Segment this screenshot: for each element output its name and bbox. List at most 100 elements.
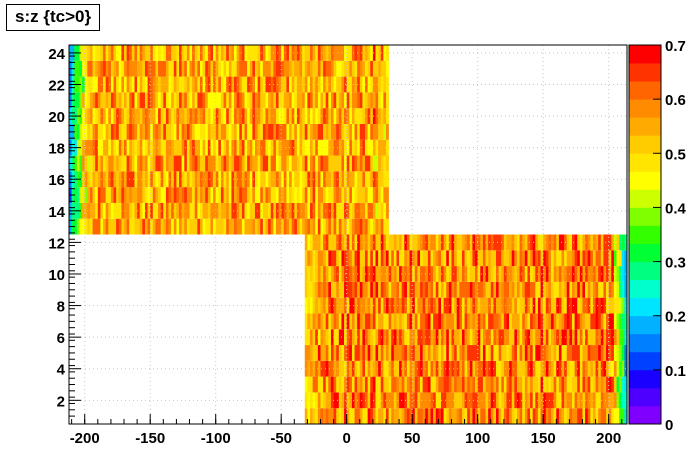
heatmap-cell-r1 bbox=[600, 408, 604, 424]
heatmap-cell-r1 bbox=[509, 250, 513, 267]
heatmap-cell-r1 bbox=[312, 345, 316, 361]
heatmap-cell-r0 bbox=[268, 123, 272, 140]
heatmap-cell-r0 bbox=[307, 139, 311, 156]
heatmap-cell-r1 bbox=[459, 345, 463, 361]
heatmap-cell-r0 bbox=[328, 187, 332, 203]
heatmap-cell-r1 bbox=[566, 376, 570, 393]
heatmap-cell-r1 bbox=[417, 329, 421, 346]
heatmap-cell-r0 bbox=[213, 92, 216, 109]
heatmap-cell-r1 bbox=[506, 281, 510, 298]
heatmap-cell-r0 bbox=[228, 92, 232, 109]
heatmap-cell-r0 bbox=[270, 76, 274, 93]
heatmap-cell-r1 bbox=[320, 281, 324, 298]
heatmap-cell-r0 bbox=[158, 76, 161, 93]
heatmap-cell-r1 bbox=[333, 345, 337, 361]
heatmap-cell-r0 bbox=[273, 218, 277, 235]
heatmap-cell-r1 bbox=[545, 313, 549, 330]
heatmap-cell-r1 bbox=[365, 250, 368, 267]
heatmap-cell-r0 bbox=[181, 187, 185, 203]
heatmap-cell-r0 bbox=[87, 60, 91, 77]
heatmap-cell-r0 bbox=[137, 92, 141, 109]
heatmap-cell-r1 bbox=[438, 376, 442, 393]
heatmap-cell-r1 bbox=[619, 329, 623, 346]
heatmap-cell-r0 bbox=[294, 171, 298, 188]
heatmap-cell-r0 bbox=[257, 139, 261, 156]
heatmap-cell-r0 bbox=[173, 92, 177, 109]
heatmap-cell-r0 bbox=[289, 108, 292, 124]
heatmap-cell-r1 bbox=[540, 234, 544, 251]
heatmap-cell-r0 bbox=[299, 123, 303, 140]
heatmap-cell-r1 bbox=[569, 376, 573, 393]
heatmap-cell-r0 bbox=[273, 76, 277, 93]
heatmap-cell-r0 bbox=[110, 45, 114, 61]
heatmap-cell-r1 bbox=[477, 392, 481, 409]
heatmap-cell-r0 bbox=[341, 202, 345, 219]
heatmap-cell-r0 bbox=[328, 92, 332, 109]
heatmap-cell-r0 bbox=[97, 45, 101, 61]
heatmap-cell-r0 bbox=[357, 92, 361, 109]
heatmap-cell-r0 bbox=[202, 155, 206, 172]
heatmap-cell-r0 bbox=[380, 92, 384, 109]
heatmap-cell-r0 bbox=[231, 108, 235, 124]
heatmap-cell-r1 bbox=[380, 266, 384, 282]
heatmap-cell-r1 bbox=[524, 360, 528, 377]
heatmap-cell-r1 bbox=[464, 345, 468, 361]
heatmap-cell-r0 bbox=[333, 76, 337, 93]
heatmap-cell-r1 bbox=[469, 297, 473, 314]
heatmap-cell-r1 bbox=[338, 250, 342, 267]
heatmap-cell-r0 bbox=[302, 202, 306, 219]
heatmap-cell-r0 bbox=[312, 92, 316, 109]
heatmap-cell-r0 bbox=[375, 202, 379, 219]
heatmap-cell-r0 bbox=[126, 171, 130, 188]
heatmap-cell-r0 bbox=[325, 108, 329, 124]
heatmap-cell-r1 bbox=[341, 408, 345, 424]
heatmap-cell-r1 bbox=[480, 313, 484, 330]
heatmap-cell-r1 bbox=[519, 250, 523, 267]
heatmap-cell-r0 bbox=[367, 92, 371, 109]
heatmap-cell-r0 bbox=[323, 123, 327, 140]
heatmap-cell-r0 bbox=[236, 108, 240, 124]
heatmap-cell-r1 bbox=[592, 360, 596, 377]
heatmap-cell-r1 bbox=[501, 329, 505, 346]
heatmap-cell-r1 bbox=[566, 329, 570, 346]
heatmap-cell-r1 bbox=[459, 281, 463, 298]
heatmap-cell-r0 bbox=[144, 218, 148, 235]
heatmap-cell-r0 bbox=[100, 187, 104, 203]
heatmap-cell-r1 bbox=[430, 408, 434, 424]
heatmap-cell-r1 bbox=[380, 329, 384, 346]
heatmap-cell-r0 bbox=[257, 60, 261, 77]
heatmap-cell-r0 bbox=[252, 187, 256, 203]
heatmap-cell-r1 bbox=[514, 250, 518, 267]
heatmap-cell-r1 bbox=[433, 313, 437, 330]
heatmap-cell-r0 bbox=[255, 123, 258, 140]
heatmap-cell-r0 bbox=[210, 155, 214, 172]
heatmap-cell-r1 bbox=[592, 234, 596, 251]
heatmap-cell-r0 bbox=[249, 171, 253, 188]
heatmap-cell-r1 bbox=[482, 250, 486, 267]
heatmap-cell-r1 bbox=[522, 266, 526, 282]
heatmap-cell-r0 bbox=[296, 92, 300, 109]
heatmap-cell-r0 bbox=[158, 45, 161, 61]
heatmap-cell-r1 bbox=[619, 360, 623, 377]
heatmap-cell-r0 bbox=[294, 155, 298, 172]
heatmap-cell-r1 bbox=[367, 250, 371, 267]
heatmap-cell-r1 bbox=[485, 297, 489, 314]
heatmap-cell-r1 bbox=[451, 376, 455, 393]
heatmap-cell-r1 bbox=[441, 234, 444, 251]
heatmap-cell-r1 bbox=[370, 408, 374, 424]
heatmap-cell-r0 bbox=[257, 108, 261, 124]
heatmap-cell-r1 bbox=[354, 313, 358, 330]
heatmap-cell-r1 bbox=[530, 281, 533, 298]
heatmap-cell-r0 bbox=[210, 187, 214, 203]
heatmap-cell-r0 bbox=[372, 108, 376, 124]
heatmap-cell-r0 bbox=[205, 92, 209, 109]
heatmap-cell-r1 bbox=[351, 345, 355, 361]
heatmap-cell-r1 bbox=[514, 408, 518, 424]
heatmap-cell-r1 bbox=[325, 345, 329, 361]
heatmap-cell-r0 bbox=[142, 108, 146, 124]
heatmap-cell-r0 bbox=[330, 171, 334, 188]
heatmap-cell-r0 bbox=[223, 123, 227, 140]
heatmap-cell-r0 bbox=[302, 60, 306, 77]
heatmap-cell-r1 bbox=[385, 408, 389, 424]
heatmap-cell-r0 bbox=[89, 76, 93, 93]
